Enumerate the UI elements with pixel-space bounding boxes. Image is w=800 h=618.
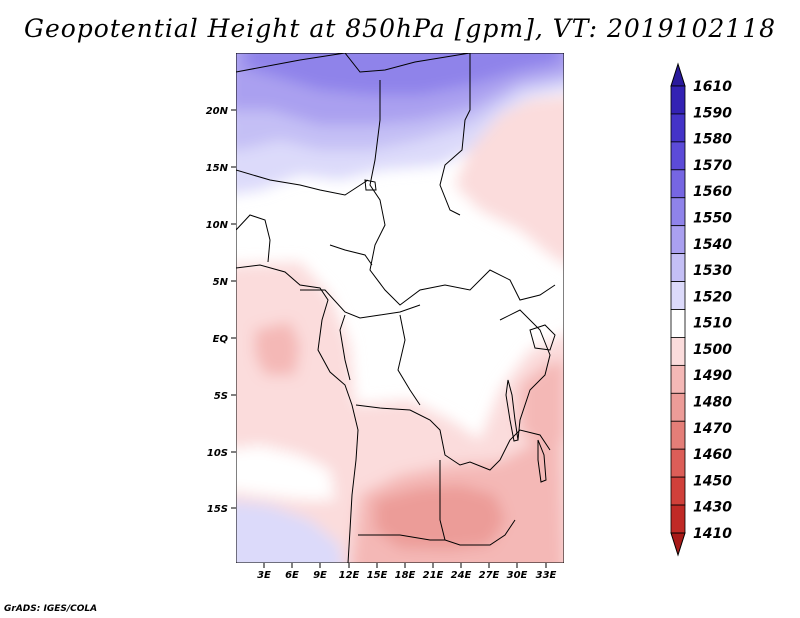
colorbar-top-triangle bbox=[670, 62, 686, 87]
colorbar-label: 1550 bbox=[693, 210, 732, 226]
colorbar-label: 1450 bbox=[693, 473, 732, 489]
colorbar-segment bbox=[670, 420, 686, 450]
colorbar-segment bbox=[670, 337, 686, 366]
lon-label-12e: 12E bbox=[339, 570, 360, 581]
contour-1490-east bbox=[520, 360, 564, 450]
lake-chad bbox=[364, 179, 377, 191]
lat-label-eq: EQ bbox=[213, 334, 229, 345]
colorbar-segment bbox=[670, 504, 686, 534]
lon-tick-group bbox=[263, 563, 547, 568]
colorbar-segment bbox=[670, 309, 686, 338]
lon-label-33e: 33E bbox=[536, 570, 557, 581]
colorbar-label: 1510 bbox=[693, 316, 732, 332]
contour-1510-sw bbox=[236, 445, 335, 500]
colorbar-segment bbox=[670, 392, 686, 422]
colorbar-label: 1590 bbox=[693, 105, 732, 121]
colorbar-segment bbox=[670, 225, 686, 255]
lat-label-5n: 5N bbox=[213, 277, 229, 288]
lat-label-10n: 10N bbox=[206, 220, 229, 231]
colorbar-label: 1560 bbox=[693, 184, 732, 200]
colorbar-segment bbox=[670, 113, 686, 143]
colorbar-label: 1580 bbox=[693, 132, 732, 148]
lat-label-5s: 5S bbox=[214, 391, 228, 402]
colorbar-label: 1430 bbox=[693, 500, 732, 516]
contour-1550-north bbox=[245, 53, 560, 95]
colorbar-segment bbox=[670, 169, 686, 199]
lon-label-21e: 21E bbox=[423, 570, 444, 581]
colorbar-label: 1490 bbox=[693, 368, 732, 384]
lon-label-6e: 6E bbox=[285, 570, 299, 581]
colorbar-segment bbox=[670, 253, 686, 282]
grads-credit: GrADS: IGES/COLA bbox=[4, 604, 98, 614]
colorbar-label: 1530 bbox=[693, 263, 732, 279]
colorbar-label: 1520 bbox=[693, 289, 732, 305]
colorbar-segment bbox=[670, 476, 686, 506]
colorbar-segment bbox=[670, 448, 686, 478]
colorbar-label: 1570 bbox=[693, 158, 732, 174]
lon-label-9e: 9E bbox=[313, 570, 327, 581]
lat-axis: 20N 15N 10N 5N EQ 5S 10S 15S bbox=[206, 106, 236, 515]
colorbar-label: 1410 bbox=[693, 526, 732, 542]
colorbar-segment bbox=[670, 85, 686, 115]
coastline bbox=[236, 264, 359, 563]
colorbar-bottom-triangle bbox=[670, 532, 686, 557]
colorbar-segment bbox=[670, 364, 686, 394]
contour-1490-gabon bbox=[255, 322, 300, 375]
lon-label-27e: 27E bbox=[479, 570, 500, 581]
colorbar-label: 1540 bbox=[693, 237, 732, 253]
lon-axis: 3E 6E 9E 12E 15E 18E 21E 24E 27E 30E 33E bbox=[257, 563, 557, 581]
lon-label-24e: 24E bbox=[451, 570, 472, 581]
colorbar-label: 1480 bbox=[693, 395, 732, 411]
colorbar-label: 1500 bbox=[693, 342, 732, 358]
lake-victoria bbox=[529, 324, 556, 351]
chart-title: Geopotential Height at 850hPa [gpm], VT:… bbox=[23, 14, 777, 43]
lat-label-15s: 15S bbox=[207, 504, 228, 515]
lat-label-20n: 20N bbox=[206, 106, 229, 117]
colorbar-label: 1460 bbox=[693, 447, 732, 463]
colorbar-label: 1470 bbox=[693, 421, 732, 437]
lat-label-10s: 10S bbox=[207, 448, 228, 459]
country-borders bbox=[236, 53, 556, 563]
contour-1520-sw bbox=[236, 501, 343, 563]
lon-label-18e: 18E bbox=[395, 570, 416, 581]
lake-tanganyika bbox=[505, 379, 519, 442]
lon-label-15e: 15E bbox=[367, 570, 388, 581]
height-field bbox=[236, 53, 564, 563]
colorbar-segment bbox=[670, 281, 686, 310]
lon-label-30e: 30E bbox=[507, 570, 528, 581]
lake-malawi bbox=[537, 439, 547, 483]
map-panel bbox=[236, 53, 564, 563]
colorbar-label: 1610 bbox=[693, 79, 732, 95]
border-lines bbox=[236, 53, 556, 546]
lon-label-3e: 3E bbox=[257, 570, 271, 581]
contour-1500-ne bbox=[455, 96, 564, 264]
colorbar-segment bbox=[670, 141, 686, 171]
lat-label-15n: 15N bbox=[206, 163, 229, 174]
colorbar-legend: 1610 1590 1580 1570 1560 1550 1540 1530 1520 1510… bbox=[670, 62, 732, 557]
colorbar-segment bbox=[670, 197, 686, 227]
